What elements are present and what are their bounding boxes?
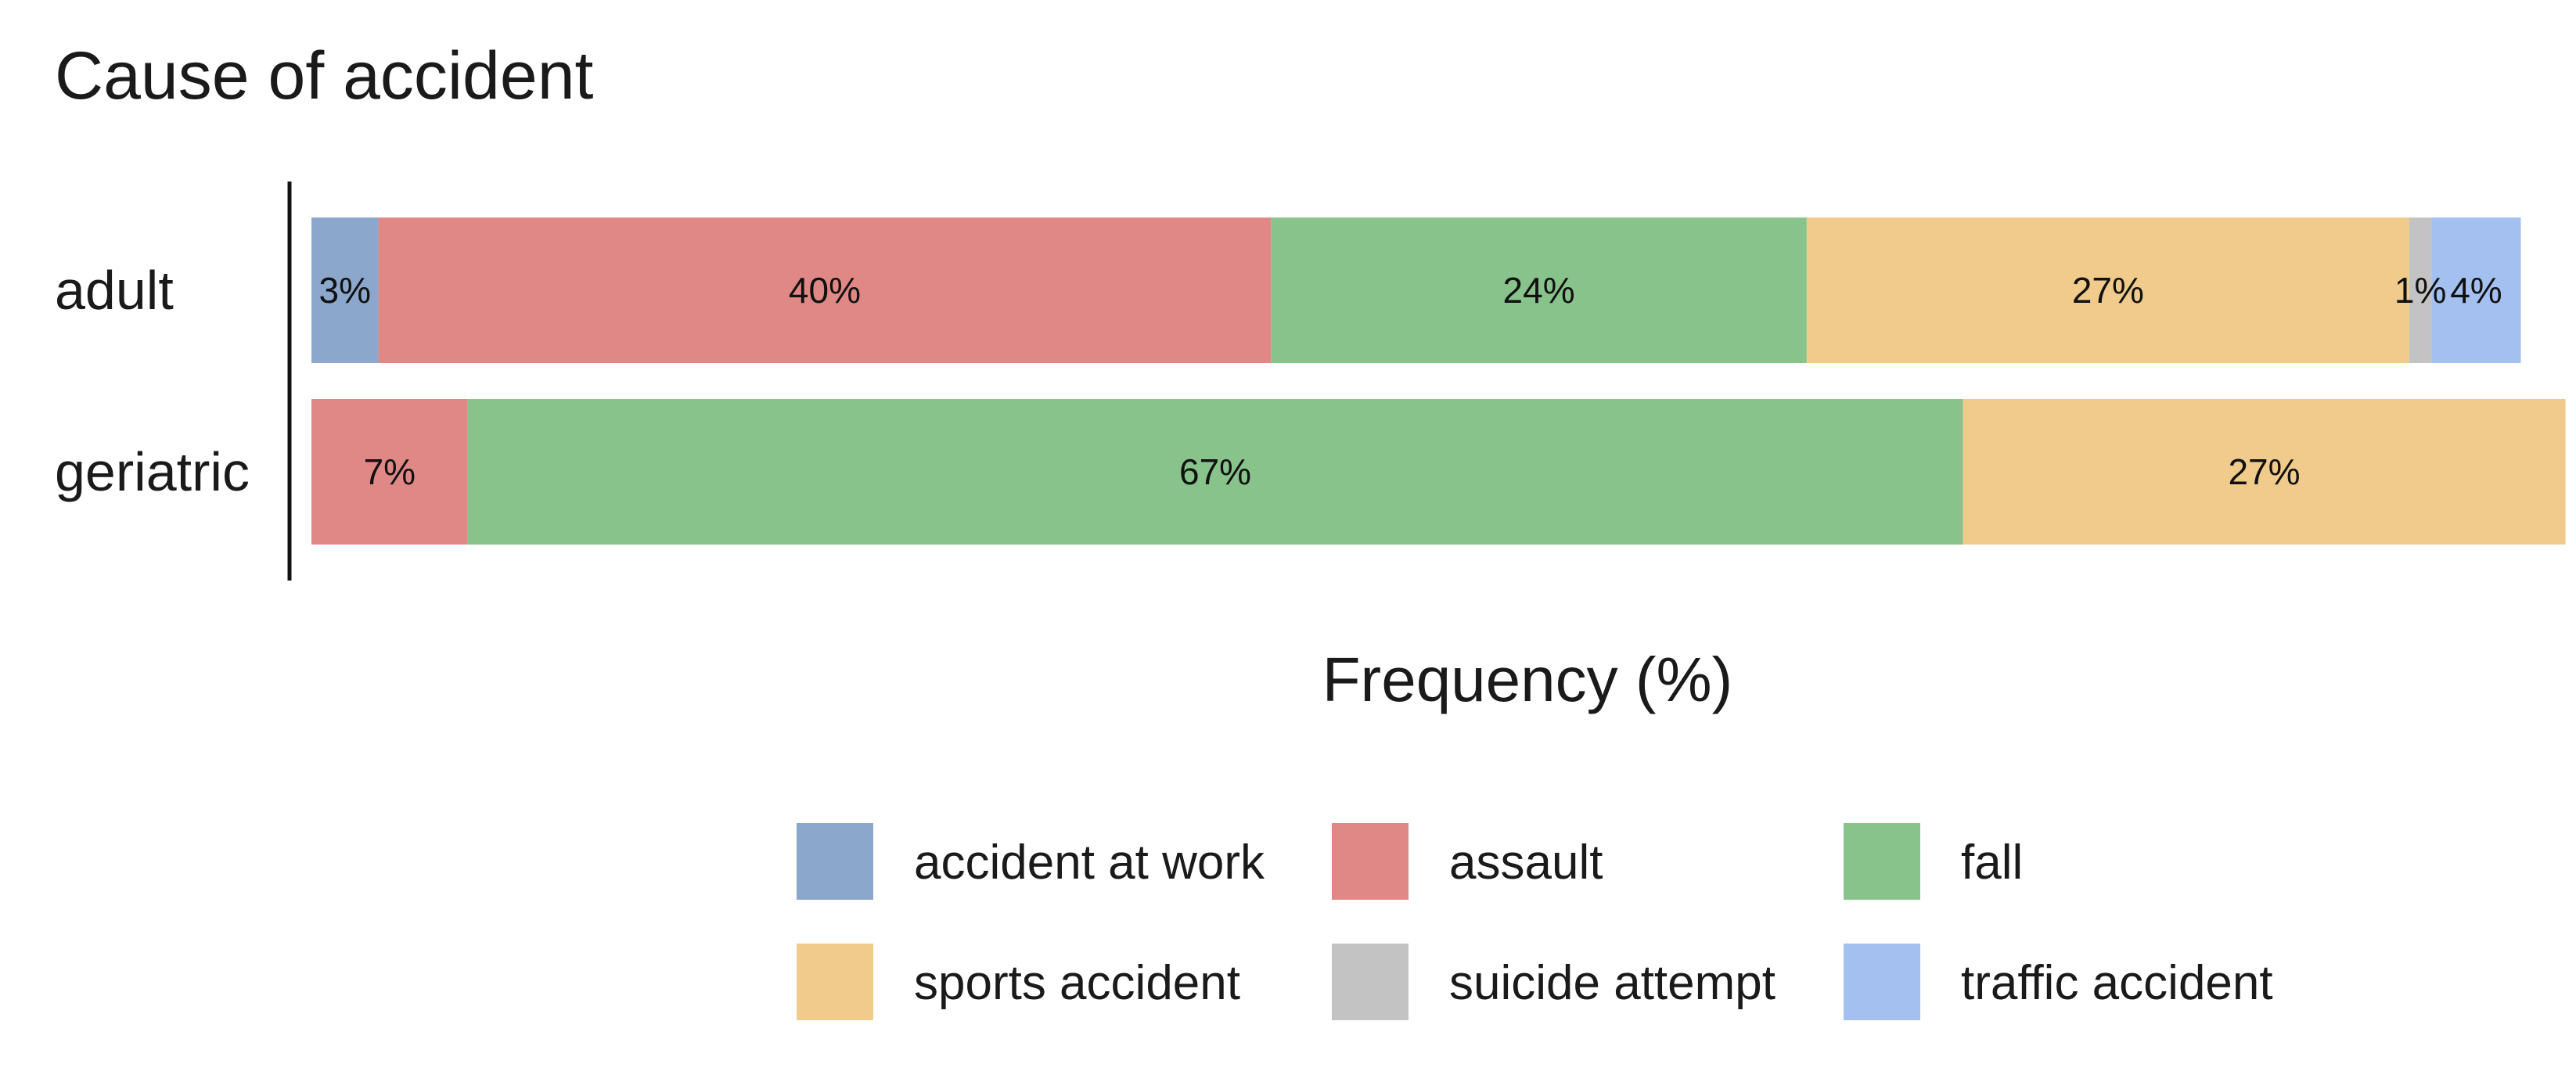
legend-label-accident-at-work: accident at work (914, 836, 1265, 890)
x-axis-title: Frequency (%) (1322, 645, 1733, 714)
bar-segment-adult-fall (1271, 218, 1807, 363)
data-label-adult-fall: 24% (1503, 270, 1575, 311)
bar-segment-adult-traffic-accident (2431, 218, 2521, 363)
legend: accident at work assault fall sports accide… (797, 823, 2273, 1020)
bar-segment-geriatric-sports-accident (1963, 399, 2566, 545)
data-label-geriatric-sports-accident: 27% (2228, 451, 2300, 492)
data-label-adult-suicide-attempt: 1% (2394, 270, 2446, 311)
legend-item-accident-at-work: accident at work (797, 823, 1265, 900)
legend-item-suicide-attempt: suicide attempt (1332, 944, 1775, 1020)
legend-swatch-sports-accident (797, 944, 873, 1020)
data-label-geriatric-assault: 7% (364, 451, 416, 492)
category-label-adult: adult (55, 260, 174, 321)
bar-segment-adult-accident-at-work (311, 218, 379, 363)
legend-item-fall: fall (1844, 823, 2023, 900)
legend-item-traffic-accident: traffic accident (1844, 944, 2273, 1020)
data-label-adult-sports-accident: 27% (2072, 270, 2144, 311)
legend-swatch-suicide-attempt (1332, 944, 1409, 1020)
legend-label-suicide-attempt: suicide attempt (1449, 956, 1775, 1010)
bar-segment-adult-sports-accident (1806, 218, 2409, 363)
legend-item-assault: assault (1332, 823, 1603, 900)
legend-swatch-traffic-accident (1844, 944, 1920, 1020)
data-label-adult-traffic-accident: 4% (2450, 270, 2502, 311)
legend-label-fall: fall (1961, 836, 2023, 890)
legend-label-assault: assault (1449, 836, 1603, 890)
legend-item-sports-accident: sports accident (797, 944, 1240, 1020)
legend-swatch-accident-at-work (797, 823, 873, 900)
legend-swatch-assault (1332, 823, 1409, 900)
chart-title: Cause of accident (55, 38, 594, 113)
legend-label-traffic-accident: traffic accident (1961, 956, 2273, 1010)
data-label-geriatric-fall: 67% (1179, 451, 1251, 492)
legend-swatch-fall (1844, 823, 1920, 900)
bar-segment-geriatric-fall (467, 399, 1963, 545)
data-label-adult-accident-at-work: 3% (319, 270, 371, 311)
category-label-geriatric: geriatric (55, 441, 250, 502)
bar-segment-geriatric-assault (311, 399, 468, 545)
bar-segment-adult-assault (378, 218, 1272, 363)
legend-label-sports-accident: sports accident (914, 956, 1240, 1010)
bar-segment-adult-suicide-attempt (2409, 218, 2432, 363)
data-label-adult-assault: 40% (789, 270, 861, 311)
plot-area: adult 3% 40% 24% 27% 1% 4% geriatric 7% 67% 27% (55, 218, 2566, 545)
